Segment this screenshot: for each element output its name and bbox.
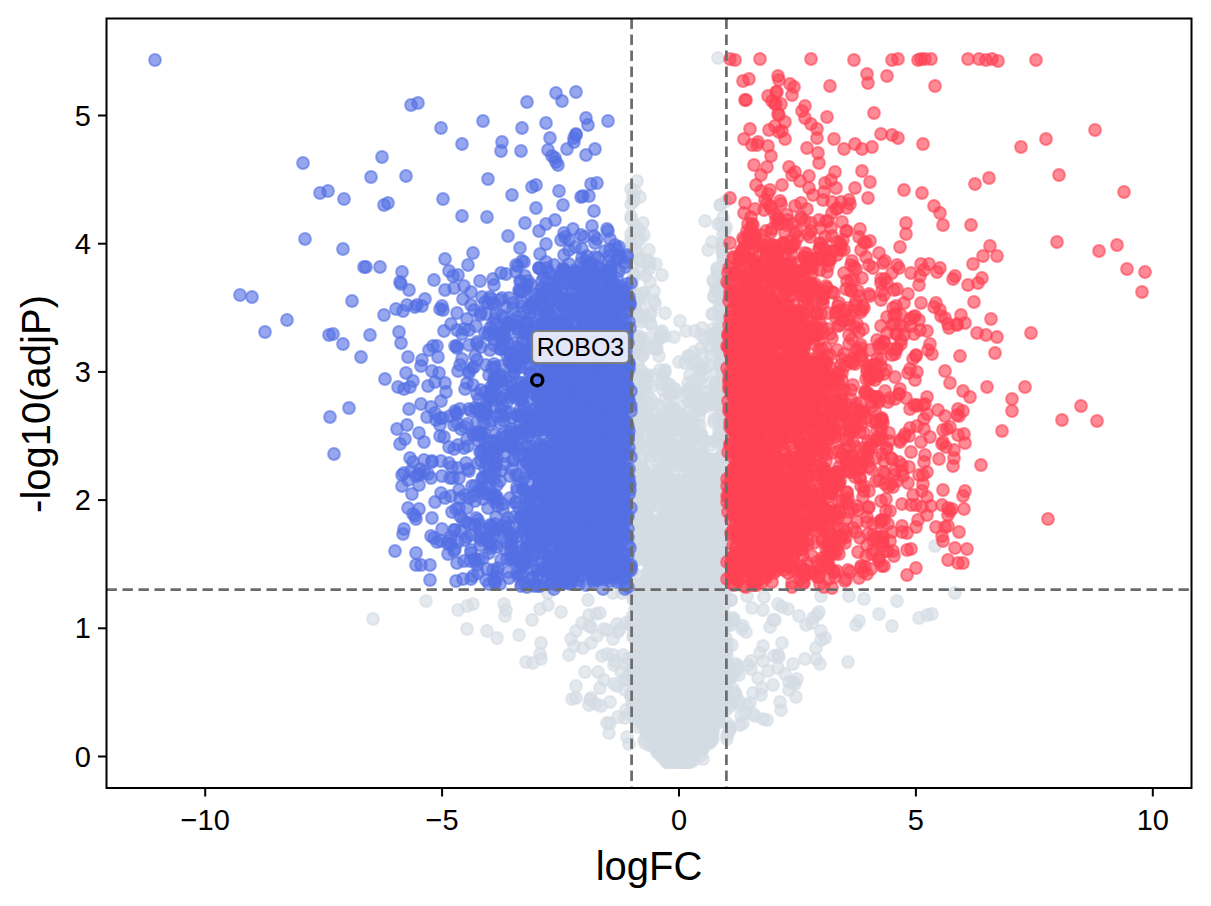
- svg-text:−5: −5: [426, 804, 459, 836]
- svg-text:−10: −10: [181, 804, 230, 836]
- svg-text:-log10(adjP): -log10(adjP): [14, 295, 58, 513]
- svg-text:4: 4: [75, 228, 91, 260]
- svg-text:0: 0: [75, 741, 91, 773]
- svg-text:ROBO3: ROBO3: [537, 333, 625, 361]
- svg-text:1: 1: [75, 612, 91, 644]
- svg-text:5: 5: [75, 100, 91, 132]
- svg-text:5: 5: [908, 804, 924, 836]
- svg-text:10: 10: [1137, 804, 1169, 836]
- svg-text:2: 2: [75, 484, 91, 516]
- svg-text:logFC: logFC: [596, 844, 703, 888]
- svg-text:3: 3: [75, 356, 91, 388]
- svg-text:0: 0: [671, 804, 687, 836]
